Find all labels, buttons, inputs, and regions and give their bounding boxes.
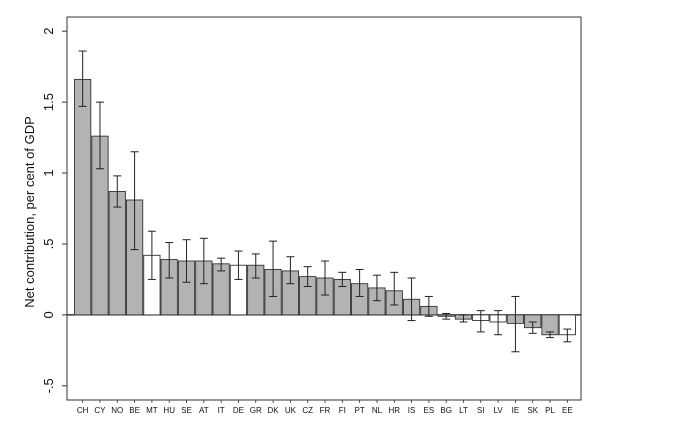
x-tick-labels: CH CY NO BE MT HU SE AT IT DE GR DK UK CZ FR FI PT NL HR IS… [77,400,573,415]
y-tick-label: 2 [41,28,56,35]
bar-it [212,263,230,316]
error-bar-ee [563,328,572,343]
x-tick-label-it: IT [218,406,225,415]
x-tick-label-uk: UK [285,406,297,415]
error-bar-lt [459,314,468,323]
y-tick-label: 1.5 [41,93,56,111]
x-tick-label-gr: GR [250,406,262,415]
error-bar-be [130,151,139,251]
error-bar-mt [147,230,156,280]
error-bar-de [234,250,243,280]
x-tick-label-pt: PT [355,406,365,415]
error-bar-pl [546,331,555,339]
error-bar-se [182,239,191,283]
bars [74,78,576,336]
y-axis-title-group: Net contribution, per cent of GDP [22,116,37,307]
x-tick-label-nl: NL [372,406,383,415]
error-bar-pt [355,268,364,297]
error-bar-fr [321,260,329,296]
error-bar-uk [286,256,295,285]
y-axis-title: Net contribution, per cent of GDP [22,116,37,307]
error-bars [78,50,572,353]
x-tick-label-fr: FR [320,406,331,415]
x-tick-label-pl: PL [545,406,555,415]
error-bar-ie [511,295,520,353]
x-tick-label-lt: LT [459,406,468,415]
error-bar-lv [494,310,503,336]
error-bar-hr [390,271,399,306]
y-tick-label: 1 [41,169,56,176]
x-tick-label-de: DE [233,406,244,415]
x-tick-label-mt: MT [146,406,158,415]
bar-ch [74,78,92,316]
x-tick-label-is: IS [408,406,416,415]
x-tick-label-ee: EE [562,406,573,415]
y-tick-label: 0 [41,311,56,318]
error-bar-nl [372,274,381,302]
x-tick-label-es: ES [424,406,435,415]
error-bar-bg [442,312,451,320]
bar-no [108,191,126,316]
x-tick-label-fi: FI [339,406,346,415]
error-bar-is [407,277,416,322]
x-tick-label-hu: HU [163,406,175,415]
error-bar-no [113,175,122,208]
x-tick-label-hr: HR [388,406,400,415]
error-bar-it [217,257,226,272]
y-tick-labels: 21.51.50-.5 [41,28,67,393]
error-bar-at [199,237,208,285]
error-bar-gr [251,253,260,279]
x-tick-label-sk: SK [527,406,538,415]
x-tick-label-bg: BG [440,406,452,415]
error-bar-cy [95,101,104,170]
y-tick-label: .5 [41,239,56,250]
error-bar-si [476,310,485,333]
plot-frame [66,16,582,401]
y-tick-label: -.5 [41,378,56,393]
x-tick-label-cz: CZ [302,406,313,415]
x-tick-label-lv: LV [494,406,504,415]
x-tick-label-cy: CY [94,406,106,415]
x-tick-label-no: NO [111,406,123,415]
x-tick-label-si: SI [477,406,485,415]
x-tick-label-se: SE [181,406,192,415]
error-bar-cz [303,266,312,288]
x-tick-label-at: AT [199,406,209,415]
error-bar-dk [269,240,278,297]
error-bar-ch [78,50,87,107]
axes [66,16,582,401]
error-bar-sk [528,321,537,334]
error-bar-fi [338,271,347,288]
error-bar-es [424,295,433,317]
x-tick-label-be: BE [129,406,140,415]
x-tick-label-ie: IE [512,406,520,415]
x-tick-label-dk: DK [268,406,280,415]
x-tick-label-ch: CH [77,406,89,415]
error-bar-hu [165,242,174,279]
